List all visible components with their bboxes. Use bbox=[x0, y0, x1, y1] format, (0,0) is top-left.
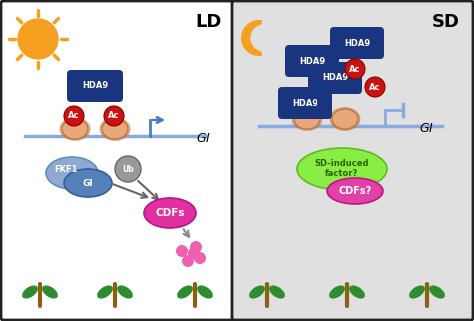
Circle shape bbox=[251, 25, 277, 51]
Circle shape bbox=[104, 106, 124, 126]
Circle shape bbox=[176, 245, 188, 257]
Text: GI: GI bbox=[82, 178, 93, 187]
Ellipse shape bbox=[297, 148, 387, 190]
Circle shape bbox=[190, 241, 202, 253]
Ellipse shape bbox=[62, 119, 88, 139]
Wedge shape bbox=[241, 20, 262, 56]
FancyBboxPatch shape bbox=[330, 27, 384, 59]
Ellipse shape bbox=[327, 178, 383, 204]
Ellipse shape bbox=[329, 285, 345, 299]
Ellipse shape bbox=[409, 285, 425, 299]
Text: Ac: Ac bbox=[349, 65, 361, 74]
Ellipse shape bbox=[117, 285, 133, 299]
FancyBboxPatch shape bbox=[67, 70, 123, 102]
Ellipse shape bbox=[64, 169, 112, 197]
Ellipse shape bbox=[332, 109, 358, 129]
Circle shape bbox=[64, 106, 84, 126]
Text: Ac: Ac bbox=[108, 111, 120, 120]
Ellipse shape bbox=[42, 285, 58, 299]
Text: FKF1: FKF1 bbox=[54, 164, 78, 173]
Ellipse shape bbox=[144, 198, 196, 228]
Text: HDA9: HDA9 bbox=[322, 74, 348, 82]
Text: HDA9: HDA9 bbox=[344, 39, 370, 48]
FancyBboxPatch shape bbox=[308, 62, 362, 94]
Text: LD: LD bbox=[196, 13, 222, 31]
Text: SD-induced: SD-induced bbox=[315, 159, 369, 168]
Text: HDA9: HDA9 bbox=[299, 56, 325, 65]
Ellipse shape bbox=[249, 285, 265, 299]
FancyBboxPatch shape bbox=[285, 45, 339, 77]
Ellipse shape bbox=[269, 285, 285, 299]
Ellipse shape bbox=[177, 285, 193, 299]
Circle shape bbox=[365, 77, 385, 97]
Text: factor?: factor? bbox=[325, 169, 359, 178]
Text: CDFs?: CDFs? bbox=[338, 186, 372, 196]
Text: HDA9: HDA9 bbox=[82, 82, 108, 91]
Circle shape bbox=[188, 247, 200, 259]
Ellipse shape bbox=[197, 285, 213, 299]
Ellipse shape bbox=[46, 157, 98, 189]
Circle shape bbox=[345, 59, 365, 79]
Circle shape bbox=[115, 156, 141, 182]
Text: SD: SD bbox=[432, 13, 460, 31]
Ellipse shape bbox=[429, 285, 445, 299]
FancyBboxPatch shape bbox=[278, 87, 332, 119]
Ellipse shape bbox=[22, 285, 38, 299]
Circle shape bbox=[182, 255, 194, 267]
Ellipse shape bbox=[102, 119, 128, 139]
Text: $\it{GI}$: $\it{GI}$ bbox=[196, 132, 211, 144]
Text: $\it{GI}$: $\it{GI}$ bbox=[419, 122, 434, 134]
Ellipse shape bbox=[294, 109, 320, 129]
FancyBboxPatch shape bbox=[232, 1, 473, 320]
Text: Ac: Ac bbox=[68, 111, 80, 120]
Ellipse shape bbox=[97, 285, 113, 299]
Ellipse shape bbox=[349, 285, 365, 299]
Text: Ac: Ac bbox=[369, 82, 381, 91]
FancyBboxPatch shape bbox=[1, 1, 233, 320]
Circle shape bbox=[18, 19, 58, 59]
Circle shape bbox=[194, 252, 206, 264]
Text: Ub: Ub bbox=[122, 164, 134, 173]
Text: CDFs: CDFs bbox=[155, 208, 185, 218]
Text: HDA9: HDA9 bbox=[292, 99, 318, 108]
